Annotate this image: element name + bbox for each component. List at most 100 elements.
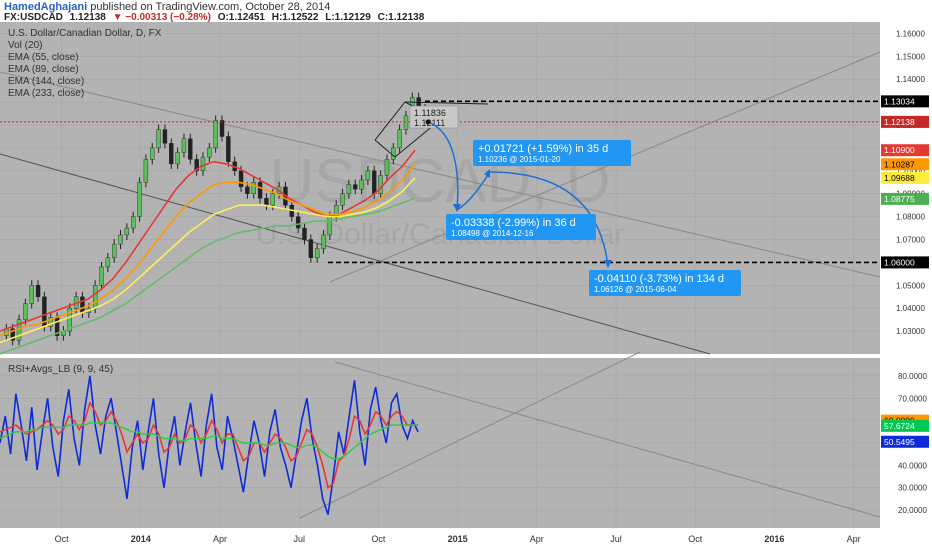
price-tag bbox=[881, 256, 929, 269]
main-tick-label: 1.05000 bbox=[896, 281, 925, 290]
main-series bbox=[0, 92, 428, 355]
price-tag-label: 1.08775 bbox=[884, 194, 915, 204]
rising-trendline[interactable] bbox=[329, 51, 881, 283]
rsi-rising-trendline[interactable] bbox=[299, 351, 641, 519]
rsi-tick-label: 80.0000 bbox=[898, 372, 927, 381]
main-tick-label: 1.14000 bbox=[896, 75, 925, 84]
price-tag bbox=[881, 115, 929, 128]
candle-body bbox=[99, 266, 104, 286]
annotation-label-3: -0.04110 (-3.73%) in 134 d bbox=[594, 273, 724, 285]
candle-body bbox=[131, 216, 136, 229]
price-tag bbox=[881, 435, 929, 448]
arrow-head-2 bbox=[484, 169, 490, 178]
time-axis[interactable] bbox=[0, 528, 932, 550]
low-value: L:1.12129 bbox=[325, 12, 371, 23]
candle-body bbox=[118, 234, 123, 245]
main-tick-label: 1.04000 bbox=[896, 304, 925, 313]
annotation-sub-1: 1.10236 @ 2015-01-20 bbox=[478, 155, 561, 164]
annotation-label-2: -0.03338 (-2.99%) in 36 d bbox=[451, 217, 576, 229]
legend-ema-144[interactable]: EMA (144, close) bbox=[8, 76, 84, 87]
upper-trendline[interactable] bbox=[0, 71, 881, 278]
main-tick-label: 1.03000 bbox=[896, 327, 925, 336]
main-tick-label: 1.16000 bbox=[896, 29, 925, 38]
candle-body bbox=[143, 159, 149, 183]
candle-body bbox=[378, 175, 383, 194]
price-tag-label: 1.06000 bbox=[884, 257, 915, 267]
candle-body bbox=[321, 234, 326, 249]
price-tag bbox=[881, 419, 929, 432]
lower-trendline[interactable] bbox=[0, 153, 711, 355]
main-pane[interactable] bbox=[0, 22, 880, 354]
ema-line-3 bbox=[0, 177, 416, 344]
candle-body bbox=[111, 243, 117, 259]
legend-ema-233[interactable]: EMA (233, close) bbox=[8, 88, 84, 99]
price-tag-label: 1.10900 bbox=[884, 145, 915, 155]
open-value: O:1.12451 bbox=[217, 12, 265, 23]
arrow-head-1 bbox=[453, 204, 461, 212]
candle-body bbox=[403, 115, 409, 130]
trend-lines[interactable] bbox=[0, 51, 881, 519]
ema-line-1 bbox=[0, 149, 416, 332]
main-tick-label: 1.10000 bbox=[896, 167, 925, 176]
projection-arrows[interactable] bbox=[425, 119, 613, 269]
legend-vol[interactable]: Vol (20) bbox=[8, 40, 42, 51]
price-tag-label: 1.10287 bbox=[884, 159, 915, 169]
price-tag bbox=[881, 171, 929, 184]
candle-body bbox=[10, 328, 15, 341]
rsi-falling-trendline[interactable] bbox=[334, 361, 881, 518]
annotation-box-1[interactable] bbox=[473, 140, 631, 166]
arrow-path-3[interactable] bbox=[489, 171, 609, 267]
candle-body bbox=[67, 308, 72, 332]
arrow-path-1[interactable] bbox=[427, 121, 459, 211]
ema-line-4 bbox=[0, 197, 416, 355]
candle-body bbox=[219, 120, 225, 137]
rsi-series bbox=[0, 375, 419, 515]
candle-body bbox=[340, 193, 345, 206]
legend-ema-89[interactable]: EMA (89, close) bbox=[8, 64, 79, 75]
candle-body bbox=[359, 179, 364, 190]
author-name[interactable]: HamedAghajani bbox=[4, 1, 88, 13]
time-tick-label: Apr bbox=[213, 534, 227, 544]
close-value: C:1.12138 bbox=[377, 12, 425, 23]
legend-ema-55[interactable]: EMA (55, close) bbox=[8, 52, 79, 63]
candle-body bbox=[308, 239, 314, 259]
price-tag bbox=[881, 144, 929, 157]
rsi-title[interactable]: RSI+Avgs_LB (9, 9, 45) bbox=[8, 364, 113, 375]
annotation-3[interactable]: -0.04110 (-3.73%) in 134 d 1.06126 @ 201… bbox=[589, 270, 741, 296]
annotation-box-3[interactable] bbox=[589, 270, 741, 296]
candle-body bbox=[353, 184, 358, 190]
annotation-box-2[interactable] bbox=[446, 214, 596, 240]
rsi-line-0 bbox=[0, 375, 419, 515]
price-tag-label: 1.09688 bbox=[884, 173, 915, 183]
chart-canvas[interactable]: USDCAD, D U.S. Dollar/Canadian Dollar 1.… bbox=[0, 22, 932, 550]
main-tick-label: 1.07000 bbox=[896, 236, 925, 245]
candle-body bbox=[207, 147, 212, 158]
candle-body bbox=[264, 198, 269, 206]
rsi-tick-label: 20.0000 bbox=[898, 506, 927, 515]
candle-body bbox=[302, 227, 307, 240]
candle-body bbox=[314, 248, 320, 259]
annotation-1[interactable]: +0.01721 (+1.59%) in 35 d 1.10236 @ 2015… bbox=[473, 140, 631, 166]
candle-body bbox=[23, 303, 28, 320]
annotation-2[interactable]: -0.03338 (-2.99%) in 36 d 1.08498 @ 2014… bbox=[446, 214, 596, 240]
candle-body bbox=[48, 317, 53, 327]
arrow-start-dot bbox=[425, 119, 431, 125]
candle-body bbox=[251, 182, 256, 194]
symbol-label: FX:USDCAD bbox=[4, 12, 63, 23]
main-chart-title: U.S. Dollar/Canadian Dollar, D, FX bbox=[8, 28, 162, 39]
candle-body bbox=[169, 143, 174, 165]
candle-body bbox=[226, 136, 231, 162]
high-value: H:1.12522 bbox=[271, 12, 319, 23]
rsi-tick-label: 40.0000 bbox=[898, 461, 927, 470]
triangle-top-line[interactable] bbox=[404, 101, 489, 105]
annotation-label-1: +0.01721 (+1.59%) in 35 d bbox=[478, 143, 608, 155]
candle-body bbox=[150, 147, 155, 160]
annotation-sub-2: 1.08498 @ 2014-12-16 bbox=[451, 229, 534, 238]
candle-body bbox=[270, 193, 275, 206]
candle-body bbox=[29, 285, 34, 304]
candle-body bbox=[175, 152, 180, 165]
rsi-tick-label: 30.0000 bbox=[898, 484, 927, 493]
price-tag-label: 50.5495 bbox=[884, 437, 915, 447]
price-change: ▼ −0.00313 (−0.28%) bbox=[112, 12, 211, 23]
price-tag-label: 1.12138 bbox=[884, 117, 915, 127]
